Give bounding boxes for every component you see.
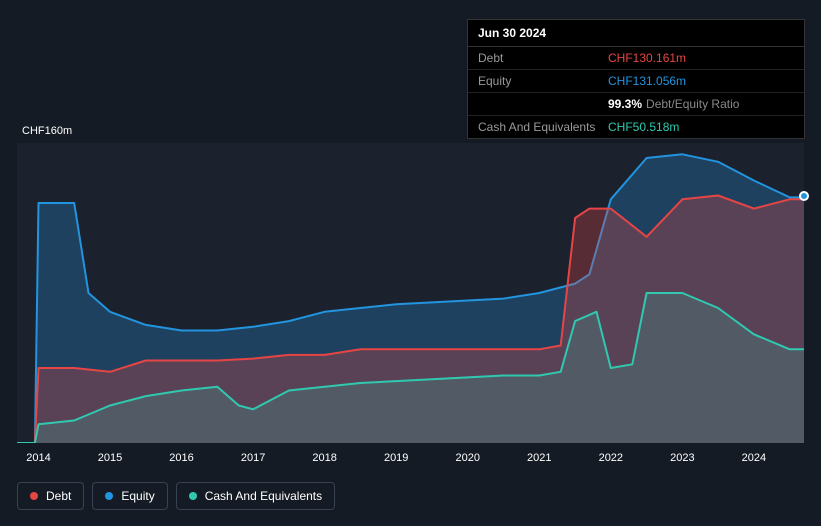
- hover-marker: [799, 191, 809, 201]
- tooltip-row: Cash And EquivalentsCHF50.518m: [468, 116, 804, 138]
- tooltip-row-label: Debt: [478, 51, 608, 65]
- chart-svg: [17, 143, 804, 443]
- legend-label: Debt: [46, 489, 71, 503]
- x-axis-tick: 2019: [384, 452, 408, 464]
- legend-item[interactable]: Debt: [17, 482, 84, 510]
- x-axis-tick: 2014: [26, 452, 50, 464]
- tooltip-ratio-value: 99.3%: [608, 97, 642, 111]
- legend-marker-icon: [30, 492, 38, 500]
- financial-chart-container: Jun 30 2024 DebtCHF130.161mEquityCHF131.…: [0, 0, 821, 526]
- tooltip-row-label: Equity: [478, 74, 608, 88]
- tooltip-row: 99.3% Debt/Equity Ratio: [468, 93, 804, 116]
- legend-label: Equity: [121, 489, 154, 503]
- legend-label: Cash And Equivalents: [205, 489, 322, 503]
- chart-tooltip: Jun 30 2024 DebtCHF130.161mEquityCHF131.…: [467, 19, 805, 139]
- x-axis-tick: 2020: [455, 452, 479, 464]
- chart-plot-area[interactable]: [17, 143, 804, 443]
- tooltip-row-value: CHF130.161m: [608, 51, 686, 65]
- tooltip-row: DebtCHF130.161m: [468, 47, 804, 70]
- x-axis-tick: 2016: [169, 452, 193, 464]
- tooltip-row-value: CHF131.056m: [608, 74, 686, 88]
- legend: Debt Equity Cash And Equivalents: [17, 482, 335, 510]
- tooltip-row-label: Cash And Equivalents: [478, 120, 608, 134]
- legend-marker-icon: [105, 492, 113, 500]
- tooltip-row-label: [478, 97, 608, 111]
- y-axis-max-label: CHF160m: [22, 125, 72, 137]
- x-axis-tick: 2024: [742, 452, 766, 464]
- legend-item[interactable]: Equity: [92, 482, 167, 510]
- tooltip-ratio-label: Debt/Equity Ratio: [646, 97, 739, 111]
- x-axis-tick: 2017: [241, 452, 265, 464]
- x-axis-tick: 2018: [312, 452, 336, 464]
- legend-marker-icon: [189, 492, 197, 500]
- tooltip-date: Jun 30 2024: [468, 20, 804, 47]
- legend-item[interactable]: Cash And Equivalents: [176, 482, 335, 510]
- x-axis-tick: 2021: [527, 452, 551, 464]
- x-axis-tick: 2023: [670, 452, 694, 464]
- tooltip-row: EquityCHF131.056m: [468, 70, 804, 93]
- x-axis-tick: 2022: [599, 452, 623, 464]
- x-axis-tick: 2015: [98, 452, 122, 464]
- tooltip-row-value: CHF50.518m: [608, 120, 679, 134]
